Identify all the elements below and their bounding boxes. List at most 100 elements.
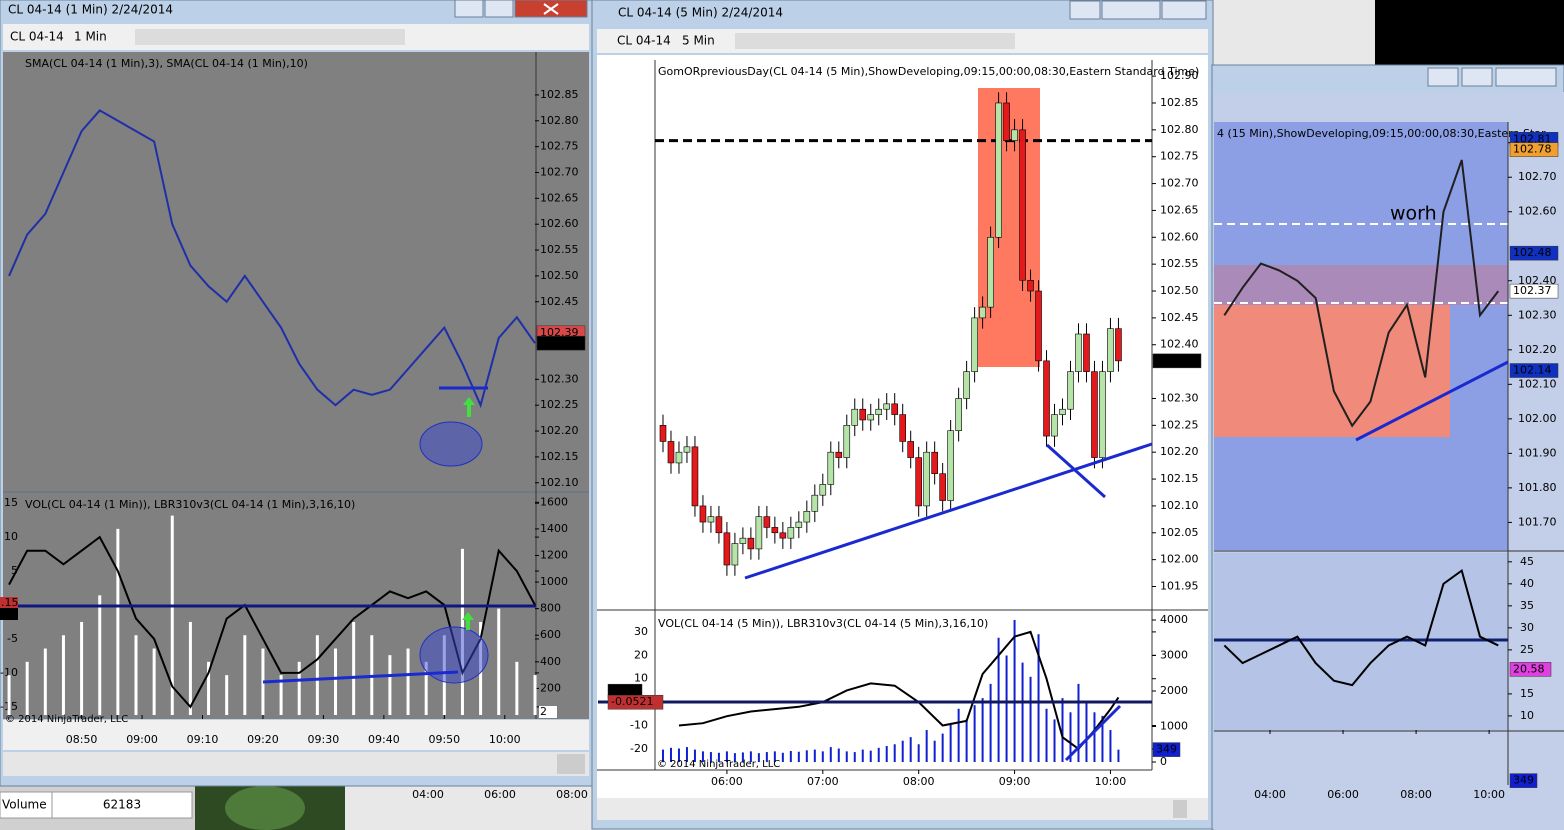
- volume-bar: [1085, 701, 1088, 763]
- volume-bar: [497, 608, 501, 715]
- volume-bar: [134, 635, 138, 715]
- candle-body: [1051, 414, 1058, 437]
- volume-bar: [685, 747, 688, 763]
- y2-tick-label: 1000: [540, 575, 568, 588]
- interval[interactable]: 1 Min: [74, 30, 107, 44]
- candle-body: [699, 505, 707, 523]
- volume-bar: [170, 515, 174, 715]
- candle-body: [819, 484, 827, 496]
- interval[interactable]: 5 Min: [682, 34, 715, 48]
- volume-bar: [805, 750, 808, 763]
- volume-bar: [406, 648, 410, 715]
- instrument[interactable]: CL 04-14: [617, 34, 671, 48]
- y2-tick-label: 0: [1160, 755, 1167, 768]
- volume-bar: [533, 675, 537, 715]
- x-tick-label: 09:10: [187, 733, 219, 746]
- toolbar-icons[interactable]: [135, 29, 405, 45]
- y-tick-label: 102.30: [540, 372, 579, 385]
- candle-body: [659, 425, 667, 442]
- y2-tick-label: 200: [540, 681, 561, 694]
- bg-time: 04:00: [412, 788, 444, 801]
- y-tick-label: 102.85: [540, 88, 579, 101]
- minimize[interactable]: [1427, 67, 1459, 87]
- y-tick-label: 102.30: [1160, 391, 1199, 404]
- volume-bar: [1069, 712, 1072, 763]
- volume-bar: [25, 661, 29, 715]
- candle-body: [1043, 360, 1050, 437]
- y-tick-label: 45: [1520, 555, 1534, 568]
- candle-body: [963, 371, 970, 399]
- y-tick-label: 20: [634, 648, 648, 661]
- x-tick-label: 09:00: [126, 733, 158, 746]
- volume-bar: [1013, 619, 1016, 763]
- y-tick-label: 102.55: [540, 243, 579, 256]
- volume-bar: [877, 747, 880, 763]
- candle-body: [843, 425, 851, 458]
- volume-bar: [725, 751, 728, 763]
- volume-bar: [677, 748, 680, 763]
- scrollbar[interactable]: [557, 754, 585, 774]
- y-tick-label: 101.70: [1518, 515, 1557, 528]
- maximize[interactable]: [484, 0, 514, 18]
- y-tick-label: 102.15: [540, 450, 579, 463]
- volume-bar: [757, 753, 760, 763]
- candle-body: [1099, 371, 1106, 458]
- volume-bar: [43, 648, 47, 715]
- x-tick-label: 09:50: [428, 733, 460, 746]
- indicator-label: SMA(CL 04-14 (1 Min),3), SMA(CL 04-14 (1…: [25, 57, 308, 70]
- volume-bar: [741, 752, 744, 763]
- volume-bar: [1037, 634, 1040, 763]
- candle-body: [1107, 328, 1114, 372]
- candle-body: [915, 457, 922, 507]
- y-tick-label: 102.25: [1160, 418, 1199, 431]
- price-badge-label: 102.39: [540, 326, 579, 339]
- candle-body: [995, 102, 1002, 238]
- close[interactable]: [1161, 0, 1207, 20]
- price-badge-label: 349: [1156, 743, 1177, 756]
- volume-bar: [925, 730, 928, 763]
- x-tick-label: 08:00: [1400, 788, 1432, 801]
- x-tick-label: 07:00: [807, 775, 839, 788]
- indicator-label: 4 (15 Min),ShowDeveloping,09:15,00:00,08…: [1217, 127, 1546, 140]
- minimize[interactable]: [1069, 0, 1101, 20]
- candle-body: [939, 473, 946, 501]
- y-tick-label: -10: [630, 719, 648, 732]
- volume-bar: [243, 635, 247, 715]
- y-tick-label: 102.70: [1160, 177, 1199, 190]
- close[interactable]: [1495, 67, 1557, 87]
- y-tick-label: 5: [11, 564, 18, 577]
- y-tick-label: 102.10: [540, 476, 579, 489]
- x-tick-label: 08:00: [903, 775, 935, 788]
- minimize[interactable]: [454, 0, 484, 18]
- volume-bar: [773, 751, 776, 763]
- candle-body: [1067, 371, 1074, 410]
- y2-tick-label: 800: [540, 602, 561, 615]
- candle-body: [811, 494, 819, 512]
- price-badge: [1509, 773, 1538, 788]
- volume-bar: [207, 661, 211, 715]
- volume-bar: [869, 750, 872, 763]
- maximize[interactable]: [1101, 0, 1161, 20]
- bg-time: 08:00: [556, 788, 588, 801]
- instrument[interactable]: CL 04-14: [10, 30, 64, 44]
- y-tick-label: 102.55: [1160, 257, 1199, 270]
- candle-body: [715, 516, 723, 534]
- maximize[interactable]: [1461, 67, 1493, 87]
- toolbar-icons[interactable]: [735, 33, 1015, 49]
- volume-bar: [1101, 715, 1104, 763]
- y-tick-label: 101.90: [1518, 446, 1557, 459]
- y-tick-label: 102.15: [1160, 472, 1199, 485]
- candle-body: [931, 451, 938, 474]
- y-tick-label: -5: [7, 632, 18, 645]
- candle-body: [667, 441, 675, 464]
- price-badge-label: 102.37: [1156, 354, 1195, 367]
- volume-bar: [1029, 676, 1032, 763]
- x-tick-label: 10:00: [489, 733, 521, 746]
- indicator-label: VOL(CL 04-14 (5 Min)), LBR310v3(CL 04-14…: [658, 617, 988, 630]
- scrollbar[interactable]: [1173, 800, 1187, 818]
- candle-body: [747, 537, 755, 550]
- volume-bar: [853, 752, 856, 763]
- volume-bar: [941, 733, 944, 763]
- volume-bar: [669, 747, 672, 763]
- x-tick-label: 09:40: [368, 733, 400, 746]
